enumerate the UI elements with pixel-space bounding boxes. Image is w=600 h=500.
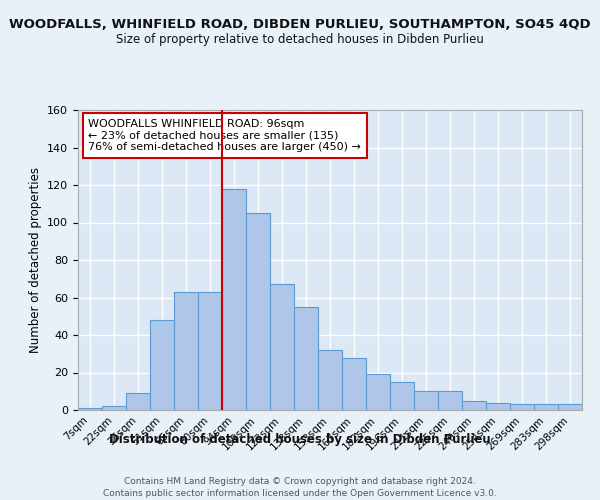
Bar xyxy=(246,213,270,410)
Bar xyxy=(510,404,534,410)
Text: Contains HM Land Registry data © Crown copyright and database right 2024.: Contains HM Land Registry data © Crown c… xyxy=(124,478,476,486)
Text: Size of property relative to detached houses in Dibden Purlieu: Size of property relative to detached ho… xyxy=(116,32,484,46)
Bar xyxy=(462,400,486,410)
Bar xyxy=(390,382,414,410)
Bar xyxy=(174,292,198,410)
Text: WOODFALLS, WHINFIELD ROAD, DIBDEN PURLIEU, SOUTHAMPTON, SO45 4QD: WOODFALLS, WHINFIELD ROAD, DIBDEN PURLIE… xyxy=(9,18,591,30)
Y-axis label: Number of detached properties: Number of detached properties xyxy=(29,167,41,353)
Text: Distribution of detached houses by size in Dibden Purlieu: Distribution of detached houses by size … xyxy=(109,432,491,446)
Bar xyxy=(102,406,126,410)
Bar xyxy=(198,292,222,410)
Text: WOODFALLS WHINFIELD ROAD: 96sqm
← 23% of detached houses are smaller (135)
76% o: WOODFALLS WHINFIELD ROAD: 96sqm ← 23% of… xyxy=(88,119,361,152)
Bar xyxy=(414,391,438,410)
Bar xyxy=(318,350,342,410)
Bar xyxy=(534,404,558,410)
Bar xyxy=(342,358,366,410)
Bar xyxy=(294,307,318,410)
Bar xyxy=(222,188,246,410)
Bar xyxy=(486,402,510,410)
Bar xyxy=(366,374,390,410)
Bar xyxy=(438,391,462,410)
Text: Contains public sector information licensed under the Open Government Licence v3: Contains public sector information licen… xyxy=(103,489,497,498)
Bar xyxy=(558,404,582,410)
Bar xyxy=(270,284,294,410)
Bar xyxy=(126,393,150,410)
Bar xyxy=(78,408,102,410)
Bar xyxy=(150,320,174,410)
